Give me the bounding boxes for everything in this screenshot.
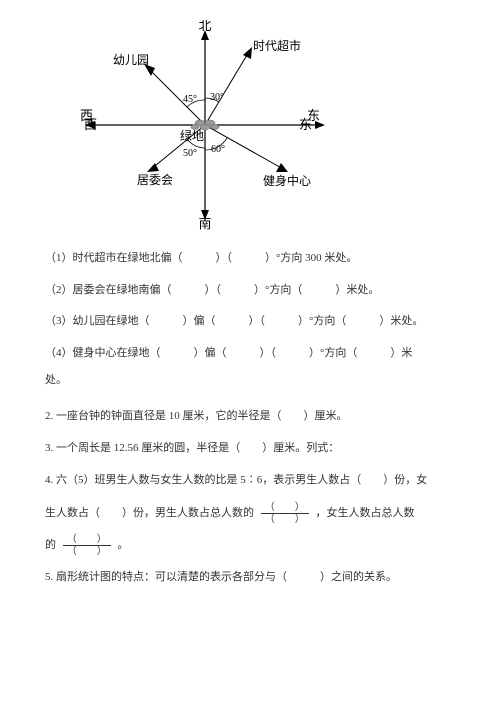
q4a-text: 4. 六（5）班男生人数与女生人数的比是 5∶6，表示男生人数占（ ）份，女 xyxy=(45,474,427,486)
q3-text: 3. 一个周长是 12.56 厘米的圆，半径是（ ）厘米。列式： xyxy=(45,442,339,454)
q1-2-text: （2）居委会在绿地南偏（ ）（ ）°方向（ ）米处。 xyxy=(45,284,379,296)
q1-4b-text: 处。 xyxy=(45,372,450,390)
question-5: 5. 扇形统计图的特点：可以清楚的表示各部分与（ ）之间的关系。 xyxy=(45,565,450,589)
angle-60: 60° xyxy=(211,144,225,155)
compass-svg: 北 南 东 西 东 西 时代超市 幼儿园 居委会 健身中心 绿地 45° 30°… xyxy=(75,20,335,230)
frac2-den: （ ） xyxy=(63,546,111,557)
q4b-mid: ，女生人数占总人数 xyxy=(316,507,415,519)
question-1-1: （1）时代超市在绿地北偏（ ）（ ）°方向 300 米处。 xyxy=(45,250,450,268)
frac1-den: （ ） xyxy=(261,514,309,525)
angle-50: 50° xyxy=(183,148,197,159)
question-4c: 的 （ ） （ ） 。 xyxy=(45,533,450,557)
fraction-1: （ ） （ ） xyxy=(261,502,309,525)
label-committee: 居委会 xyxy=(137,173,173,187)
question-4a: 4. 六（5）班男生人数与女生人数的比是 5∶6，表示男生人数占（ ）份，女 xyxy=(45,468,450,492)
q4b-pre: 生人数占（ ）份，男生人数占总人数的 xyxy=(45,507,254,519)
label-kinder: 幼儿园 xyxy=(113,53,149,67)
angle-30: 30° xyxy=(210,92,224,103)
q2-text: 2. 一座台钟的钟面直径是 10 厘米，它的半径是（ ）厘米。 xyxy=(45,410,348,422)
question-1-4: （4）健身中心在绿地（ ）偏（ ）（ ）°方向（ ）米 处。 xyxy=(45,345,450,390)
label-north: 北 xyxy=(198,20,211,33)
direction-diagram: 北 南 东 西 东 西 时代超市 幼儿园 居委会 健身中心 绿地 45° 30°… xyxy=(75,20,335,230)
label-south: 南 xyxy=(198,216,211,230)
q4c-pre: 的 xyxy=(45,539,56,551)
question-1-3: （3）幼儿园在绿地（ ）偏（ ）（ ）°方向（ ）米处。 xyxy=(45,313,450,331)
q1-1-text: （1）时代超市在绿地北偏（ ）（ ）°方向 300 米处。 xyxy=(45,252,357,264)
label-west2: 西 xyxy=(80,108,93,123)
q4c-post: 。 xyxy=(118,539,129,551)
frac2-num: （ ） xyxy=(63,534,111,546)
label-fitness: 健身中心 xyxy=(263,173,311,188)
frac1-num: （ ） xyxy=(261,502,309,514)
question-4b: 生人数占（ ）份，男生人数占总人数的 （ ） （ ） ，女生人数占总人数 xyxy=(45,501,450,525)
angle-45: 45° xyxy=(183,94,197,105)
question-2: 2. 一座台钟的钟面直径是 10 厘米，它的半径是（ ）厘米。 xyxy=(45,404,450,428)
label-east2: 东 xyxy=(307,108,320,123)
question-1-2: （2）居委会在绿地南偏（ ）（ ）°方向（ ）米处。 xyxy=(45,282,450,300)
q1-4-text: （4）健身中心在绿地（ ）偏（ ）（ ）°方向（ ）米 xyxy=(45,345,450,363)
label-center: 绿地 xyxy=(180,128,204,143)
fraction-2: （ ） （ ） xyxy=(63,534,111,557)
q5-text: 5. 扇形统计图的特点：可以清楚的表示各部分与（ ）之间的关系。 xyxy=(45,571,397,583)
q1-3-text: （3）幼儿园在绿地（ ）偏（ ）（ ）°方向（ ）米处。 xyxy=(45,315,423,327)
question-3: 3. 一个周长是 12.56 厘米的圆，半径是（ ）厘米。列式： xyxy=(45,436,450,460)
label-market: 时代超市 xyxy=(253,38,301,53)
